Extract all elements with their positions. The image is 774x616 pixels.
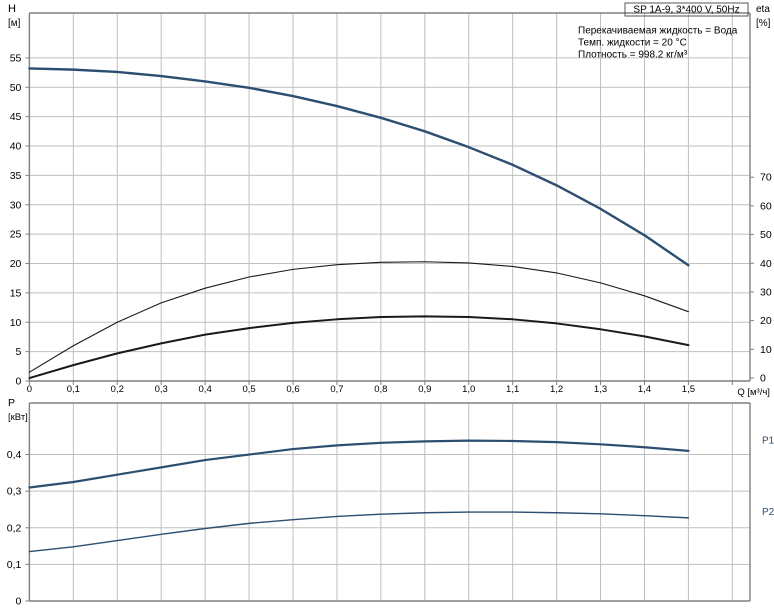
svg-text:Темп. жидкости = 20 °C: Темп. жидкости = 20 °C — [578, 38, 687, 49]
svg-text:1,2: 1,2 — [550, 384, 563, 395]
svg-text:SP 1A-9, 3*400 V, 50Hz: SP 1A-9, 3*400 V, 50Hz — [633, 5, 739, 16]
svg-text:5: 5 — [16, 346, 22, 358]
svg-text:P2: P2 — [762, 507, 774, 518]
svg-text:1,5: 1,5 — [682, 384, 695, 395]
svg-text:P: P — [8, 397, 15, 409]
svg-text:0,1: 0,1 — [67, 384, 80, 395]
svg-text:0,6: 0,6 — [286, 384, 299, 395]
svg-text:1,0: 1,0 — [462, 384, 475, 395]
svg-text:0: 0 — [16, 596, 22, 608]
svg-text:0,2: 0,2 — [111, 384, 124, 395]
svg-text:55: 55 — [10, 52, 22, 64]
svg-text:0,2: 0,2 — [7, 522, 22, 534]
svg-text:0,5: 0,5 — [242, 384, 255, 395]
svg-text:1,1: 1,1 — [506, 384, 519, 395]
svg-text:15: 15 — [10, 287, 22, 299]
svg-text:20: 20 — [760, 315, 772, 327]
svg-text:0,1: 0,1 — [7, 559, 22, 571]
svg-text:[%]: [%] — [756, 18, 771, 29]
svg-text:10: 10 — [10, 317, 22, 329]
svg-text:1,3: 1,3 — [594, 384, 607, 395]
svg-text:40: 40 — [760, 258, 772, 270]
svg-text:1,4: 1,4 — [638, 384, 651, 395]
svg-text:10: 10 — [760, 344, 772, 356]
svg-text:eta: eta — [756, 4, 770, 15]
svg-text:[кВт]: [кВт] — [8, 412, 28, 423]
svg-text:0: 0 — [760, 373, 766, 385]
svg-text:60: 60 — [760, 200, 772, 212]
svg-text:0: 0 — [27, 384, 32, 395]
svg-text:H: H — [8, 3, 16, 15]
svg-text:20: 20 — [10, 258, 22, 270]
svg-text:50: 50 — [10, 82, 22, 94]
svg-text:25: 25 — [10, 229, 22, 241]
svg-text:0,9: 0,9 — [418, 384, 431, 395]
svg-text:0,7: 0,7 — [330, 384, 343, 395]
svg-text:35: 35 — [10, 170, 22, 182]
svg-text:50: 50 — [760, 229, 772, 241]
svg-text:0,8: 0,8 — [374, 384, 387, 395]
svg-text:0,4: 0,4 — [199, 384, 212, 395]
svg-text:40: 40 — [10, 141, 22, 153]
svg-text:Q [м³/ч]: Q [м³/ч] — [737, 387, 770, 398]
svg-text:0,3: 0,3 — [7, 486, 22, 498]
svg-text:Плотность = 998.2 кг/м³: Плотность = 998.2 кг/м³ — [578, 50, 688, 61]
svg-text:P1: P1 — [762, 436, 774, 447]
svg-text:70: 70 — [760, 172, 772, 184]
svg-text:0,4: 0,4 — [7, 449, 22, 461]
svg-text:30: 30 — [760, 286, 772, 298]
svg-text:0,3: 0,3 — [155, 384, 168, 395]
svg-text:[м]: [м] — [8, 18, 21, 29]
svg-text:45: 45 — [10, 111, 22, 123]
svg-text:Перекачиваемая жидкость = Вода: Перекачиваемая жидкость = Вода — [578, 26, 738, 37]
svg-text:30: 30 — [10, 199, 22, 211]
svg-text:0: 0 — [16, 376, 22, 388]
